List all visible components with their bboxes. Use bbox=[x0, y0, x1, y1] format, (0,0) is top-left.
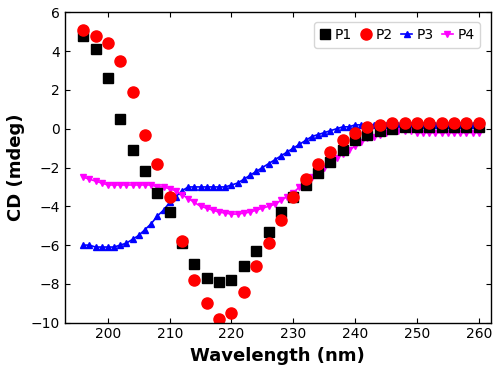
P1 bbox=[464, 125, 469, 129]
P3 bbox=[476, 123, 482, 127]
P4 bbox=[432, 131, 438, 135]
Line: P2: P2 bbox=[78, 24, 484, 324]
Line: P3: P3 bbox=[80, 122, 481, 250]
P1 bbox=[290, 195, 296, 199]
Line: P4: P4 bbox=[80, 128, 481, 217]
P4 bbox=[198, 204, 203, 209]
Y-axis label: CD (mdeg): CD (mdeg) bbox=[7, 114, 25, 221]
P3 bbox=[179, 189, 185, 193]
P3 bbox=[253, 169, 259, 174]
P1 bbox=[253, 248, 259, 253]
P2 bbox=[476, 121, 482, 125]
P4 bbox=[253, 208, 259, 212]
P3 bbox=[352, 123, 358, 127]
P3 bbox=[432, 123, 438, 127]
P3 bbox=[204, 185, 210, 189]
P3 bbox=[92, 245, 98, 249]
P2 bbox=[253, 264, 259, 269]
P4 bbox=[80, 175, 86, 179]
P3 bbox=[290, 146, 296, 150]
P1 bbox=[476, 125, 482, 129]
P4 bbox=[173, 189, 179, 193]
P2 bbox=[426, 121, 432, 125]
P1 bbox=[198, 272, 203, 276]
P1 bbox=[80, 33, 86, 38]
P2 bbox=[198, 289, 203, 294]
P2 bbox=[290, 195, 296, 199]
P4 bbox=[476, 131, 482, 135]
Legend: P1, P2, P3, P4: P1, P2, P3, P4 bbox=[314, 22, 480, 48]
P3 bbox=[464, 123, 469, 127]
P3 bbox=[80, 243, 86, 247]
P2 bbox=[80, 28, 86, 32]
P1 bbox=[173, 229, 179, 234]
P4 bbox=[464, 131, 469, 135]
P2 bbox=[464, 121, 469, 125]
P2 bbox=[173, 210, 179, 214]
P2 bbox=[216, 317, 222, 321]
P4 bbox=[290, 190, 296, 195]
P1 bbox=[426, 125, 432, 129]
Line: P1: P1 bbox=[78, 31, 483, 289]
P4 bbox=[228, 212, 234, 216]
X-axis label: Wavelength (nm): Wavelength (nm) bbox=[190, 347, 365, 365]
P1 bbox=[222, 282, 228, 286]
P4 bbox=[389, 128, 395, 133]
